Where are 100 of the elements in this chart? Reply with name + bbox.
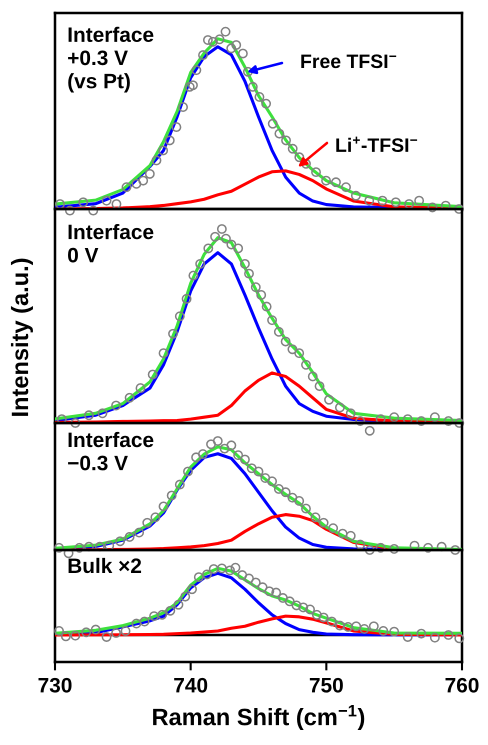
point (268, 118, 278, 129)
point (355, 540, 366, 550)
point (280, 487, 291, 498)
point (120, 626, 130, 636)
point (124, 392, 135, 403)
point (281, 135, 291, 146)
point (288, 144, 298, 154)
point (416, 416, 426, 426)
point (324, 394, 334, 405)
point (454, 418, 464, 428)
point (122, 182, 132, 192)
point (168, 328, 178, 339)
point (376, 542, 386, 553)
point (294, 348, 304, 358)
point (450, 545, 460, 555)
point (191, 65, 202, 76)
point (233, 243, 244, 254)
point (292, 600, 302, 610)
point (131, 618, 142, 628)
point (314, 381, 324, 392)
x-tick-label: 740 (174, 678, 208, 693)
point (102, 632, 112, 642)
point (158, 146, 168, 156)
point (274, 326, 284, 337)
point (203, 243, 214, 254)
point (274, 484, 284, 494)
point (390, 197, 401, 208)
point (195, 258, 206, 269)
point (54, 542, 64, 553)
point (364, 545, 375, 555)
point (280, 336, 291, 346)
point (301, 158, 311, 169)
point (188, 80, 198, 90)
point (166, 490, 177, 500)
point (264, 586, 274, 596)
point (202, 570, 212, 580)
point (359, 624, 370, 634)
point (423, 542, 434, 553)
point (150, 512, 160, 522)
annotation: Free TFSI$^{−}$ (301, 54, 396, 68)
point (328, 523, 338, 534)
point (364, 196, 374, 206)
point (454, 204, 464, 214)
point (334, 402, 345, 412)
annotation: Interface +0.3 V (vs Pt) (68, 26, 154, 93)
annotation: Bulk ×2 (68, 558, 142, 574)
point (244, 574, 254, 584)
point (248, 82, 258, 92)
point (144, 168, 155, 179)
point (174, 480, 185, 490)
point (111, 628, 121, 638)
x-tick-label: 750 (310, 678, 343, 693)
point (240, 454, 250, 464)
point (115, 536, 126, 546)
point (305, 604, 315, 614)
point (174, 311, 185, 322)
point (164, 135, 175, 146)
point (343, 622, 353, 632)
x-tick-label: 760 (446, 678, 479, 693)
point (54, 626, 64, 636)
point (138, 176, 148, 186)
point (74, 542, 84, 553)
point (191, 452, 202, 462)
point (389, 626, 400, 637)
point (267, 315, 277, 326)
point (237, 570, 248, 580)
point (389, 544, 400, 554)
point (202, 35, 213, 45)
point (88, 206, 98, 216)
point (334, 620, 345, 631)
point (244, 268, 254, 279)
point (355, 416, 366, 426)
point (142, 518, 152, 528)
point (341, 182, 351, 192)
point (261, 98, 272, 109)
x-axis-title: Raman Shift (cm$^{−1}$) (153, 705, 364, 730)
point (294, 152, 304, 162)
point (157, 610, 168, 620)
point (171, 122, 182, 132)
point (231, 40, 242, 50)
point (274, 128, 284, 139)
point (212, 436, 223, 446)
point (194, 572, 204, 582)
point (318, 612, 329, 622)
point (287, 344, 298, 354)
point (389, 412, 400, 422)
point (149, 611, 159, 622)
point (326, 616, 337, 626)
point (112, 199, 122, 209)
point (226, 43, 236, 54)
annotation: Interface −0.3 V (68, 432, 154, 470)
point (226, 440, 236, 450)
point (188, 270, 198, 280)
point (250, 578, 261, 588)
point (301, 504, 311, 514)
point (148, 370, 158, 380)
point (226, 240, 236, 250)
point (134, 528, 144, 538)
point (220, 26, 230, 37)
point (225, 565, 235, 576)
